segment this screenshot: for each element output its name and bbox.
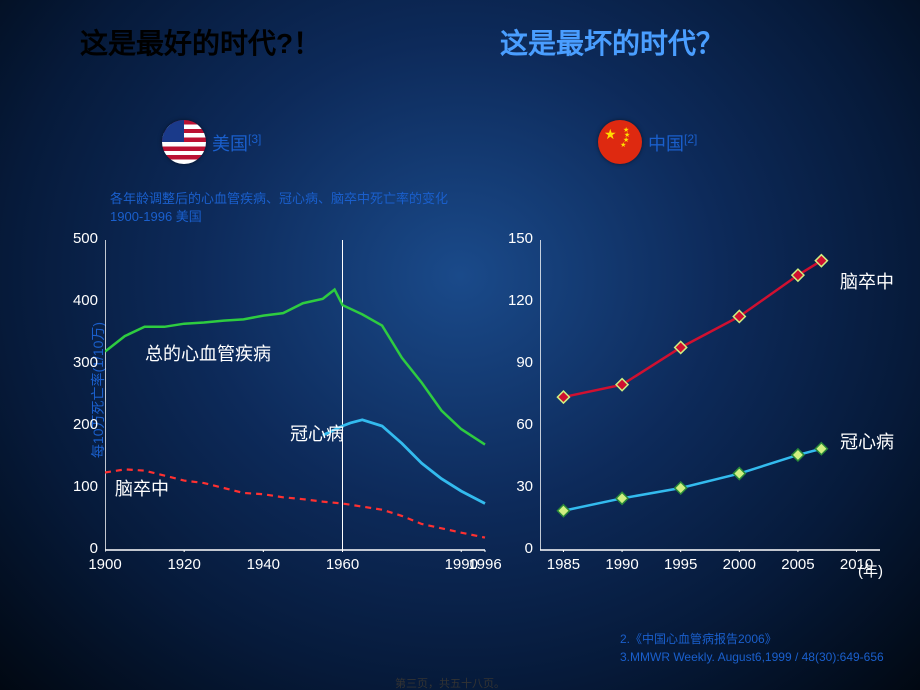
x-tick-label: 1990 — [597, 556, 647, 573]
us-flag-label: 美国[3] — [212, 130, 261, 156]
series-label: 冠心病 — [290, 420, 344, 446]
y-tick-label: 60 — [495, 416, 533, 433]
y-tick-label: 200 — [60, 416, 98, 433]
x-tick-label: 1995 — [656, 556, 706, 573]
page-footer: 第三页，共五十八页。 — [395, 675, 505, 690]
cn-flag-label: 中国[2] — [648, 130, 697, 156]
x-tick-label: 1920 — [159, 556, 209, 573]
y-tick-label: 30 — [495, 478, 533, 495]
x-tick-label: 1996 — [460, 556, 510, 573]
y-tick-label: 0 — [495, 540, 533, 557]
y-tick-label: 90 — [495, 354, 533, 371]
reference-3: 3.MMWR Weekly. August6,1999 / 48(30):649… — [620, 650, 884, 664]
series-label: 脑卒中 — [840, 268, 894, 294]
y-tick-label: 100 — [60, 478, 98, 495]
series-label: 脑卒中 — [115, 475, 169, 501]
x-tick-label: 2000 — [714, 556, 764, 573]
x-tick-label: 1900 — [80, 556, 130, 573]
x-tick-label: 1940 — [238, 556, 288, 573]
y-tick-label: 120 — [495, 292, 533, 309]
y-tick-label: 400 — [60, 292, 98, 309]
cn-chart — [540, 240, 882, 552]
reference-2: 2.《中国心血管病报告2006》 — [620, 630, 777, 647]
x-tick-label: 2005 — [773, 556, 823, 573]
us-chart-subtitle: 各年龄调整后的心血管疾病、冠心病、脑卒中死亡率的变化1900-1996 美国 — [110, 190, 448, 226]
title-left: 这是最好的时代?！ — [80, 22, 321, 62]
cn-flag-icon: ★★★★★ — [598, 120, 642, 164]
y-tick-label: 150 — [495, 230, 533, 247]
x-tick-label: 1960 — [318, 556, 368, 573]
y-tick-label: 500 — [60, 230, 98, 247]
us-flag-icon — [162, 120, 206, 164]
x-tick-label: 1985 — [538, 556, 588, 573]
series-label: 冠心病 — [840, 428, 894, 454]
y-tick-label: 300 — [60, 354, 98, 371]
series-label: 总的心血管疾病 — [145, 340, 271, 366]
us-chart — [105, 240, 487, 552]
y-tick-label: 0 — [60, 540, 98, 557]
x-axis-unit: (年) — [858, 560, 883, 581]
title-right: 这是最坏的时代？ — [500, 22, 724, 62]
